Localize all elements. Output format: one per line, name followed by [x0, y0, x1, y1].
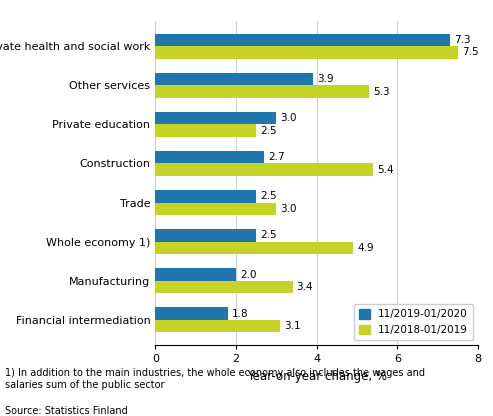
Bar [155, 307, 228, 320]
Bar [155, 268, 236, 281]
Text: 2.5: 2.5 [260, 191, 277, 201]
Bar [155, 229, 256, 242]
Bar [155, 46, 458, 59]
Bar [155, 124, 256, 137]
Text: 7.3: 7.3 [454, 35, 471, 45]
Text: 7.5: 7.5 [462, 47, 479, 57]
Bar [155, 320, 281, 332]
Text: 2.0: 2.0 [240, 270, 256, 280]
Bar [155, 242, 353, 254]
Bar [155, 163, 373, 176]
Bar [155, 151, 264, 163]
Text: 3.0: 3.0 [281, 113, 297, 123]
Bar [155, 73, 313, 85]
Text: 4.9: 4.9 [357, 243, 374, 253]
Text: 1.8: 1.8 [232, 309, 248, 319]
Text: 3.0: 3.0 [281, 204, 297, 214]
Bar [155, 85, 369, 98]
Bar [155, 112, 277, 124]
Text: 1) In addition to the main industries, the whole economy also includes the wages: 1) In addition to the main industries, t… [5, 368, 425, 390]
Text: 2.5: 2.5 [260, 230, 277, 240]
Text: 3.1: 3.1 [284, 321, 301, 331]
Legend: 11/2019-01/2020, 11/2018-01/2019: 11/2019-01/2020, 11/2018-01/2019 [354, 304, 473, 340]
Bar [155, 203, 277, 215]
Text: 2.5: 2.5 [260, 126, 277, 136]
Text: Source: Statistics Finland: Source: Statistics Finland [5, 406, 128, 416]
X-axis label: Year-on-year change, %: Year-on-year change, % [247, 370, 387, 383]
Text: 5.3: 5.3 [373, 87, 390, 97]
Text: 3.4: 3.4 [297, 282, 313, 292]
Text: 5.4: 5.4 [377, 165, 394, 175]
Text: 3.9: 3.9 [317, 74, 333, 84]
Bar [155, 34, 450, 46]
Text: 2.7: 2.7 [268, 152, 285, 162]
Bar [155, 281, 292, 293]
Bar [155, 190, 256, 203]
